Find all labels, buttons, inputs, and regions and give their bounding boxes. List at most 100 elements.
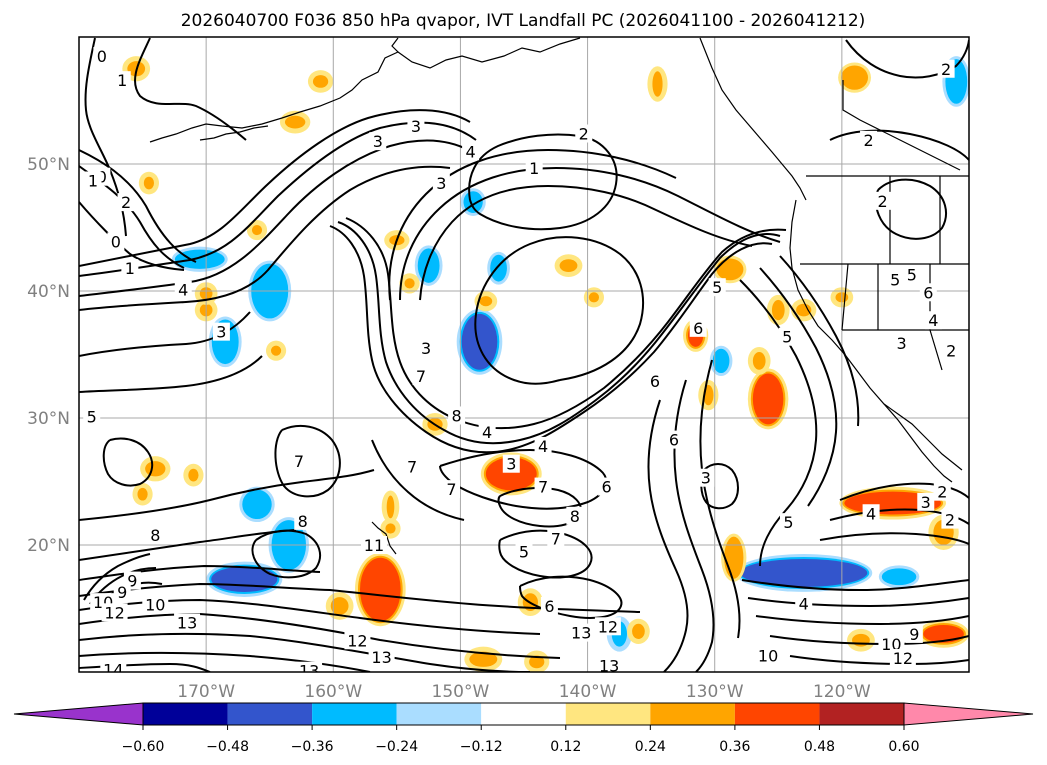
shaded-region-core bbox=[188, 468, 199, 482]
contour-label: 4 bbox=[928, 311, 938, 330]
shaded-region-core bbox=[752, 373, 784, 425]
contour-label-bg bbox=[534, 477, 552, 496]
shaded-region-core bbox=[652, 71, 663, 97]
colorbar-tick-label: 0.12 bbox=[550, 739, 581, 755]
contour-label-bg bbox=[708, 278, 726, 297]
colorbar-segment bbox=[819, 703, 904, 725]
contour-label-bg bbox=[290, 452, 308, 471]
contour-label: 3 bbox=[506, 455, 516, 474]
contour-label: 6 bbox=[650, 372, 660, 391]
shaded-region bbox=[265, 340, 287, 361]
colorbar-segment bbox=[481, 703, 566, 725]
shaded-region-core bbox=[137, 487, 148, 501]
gulf-alaska-coast bbox=[397, 37, 581, 69]
contour-label-bg bbox=[860, 130, 878, 149]
contour-label: 4 bbox=[799, 594, 809, 613]
colorbar-tick-label: −0.12 bbox=[460, 739, 503, 755]
contour-label-bg bbox=[889, 649, 916, 668]
contour-label: 7 bbox=[416, 367, 426, 386]
contour-label-bg bbox=[941, 510, 959, 529]
contour-label-bg bbox=[646, 372, 664, 391]
contour-label-bg bbox=[697, 468, 715, 487]
contour-label: 2 bbox=[877, 192, 887, 211]
contour-label: 12 bbox=[347, 631, 367, 650]
shaded-region bbox=[456, 308, 503, 375]
shaded-region-core bbox=[143, 176, 155, 190]
contour-label-bg bbox=[174, 613, 201, 632]
contour-label: 7 bbox=[551, 530, 561, 549]
shaded-region bbox=[847, 628, 875, 652]
x-tick-label: 170°W bbox=[177, 682, 235, 702]
colorbar-tick-label: 0.36 bbox=[719, 739, 750, 755]
shaded-region bbox=[183, 463, 204, 487]
x-tick-label: 120°W bbox=[813, 682, 871, 702]
colorbar: −0.60 −0.48 −0.36 −0.24 −0.12 0.12 0.24 0.36 0.4… bbox=[13, 702, 1034, 755]
shaded-region-core bbox=[419, 250, 438, 281]
shaded-region bbox=[171, 246, 228, 272]
shaded-region-core bbox=[176, 251, 223, 267]
contour-label: 4 bbox=[538, 437, 548, 456]
hawaii-islands bbox=[371, 521, 397, 555]
contour-label: 13 bbox=[571, 624, 591, 643]
shaded-region-core bbox=[559, 259, 578, 272]
contour-label-bg bbox=[101, 603, 128, 622]
contour-label-bg bbox=[779, 513, 797, 532]
shaded-region-core bbox=[883, 570, 915, 584]
contour-label: 6 bbox=[602, 478, 612, 497]
map-frame bbox=[78, 36, 970, 673]
contour-label-bg bbox=[93, 47, 111, 66]
contour-label-bg bbox=[575, 124, 593, 143]
contour-label-bg bbox=[344, 631, 371, 650]
contour-label-bg bbox=[905, 624, 923, 643]
contour-label: 4 bbox=[866, 504, 876, 523]
contour-label-bg bbox=[862, 504, 880, 523]
contour-label: 8 bbox=[452, 406, 462, 425]
shaded-region bbox=[747, 368, 789, 430]
shaded-region-core bbox=[270, 345, 282, 356]
shaded-region-core bbox=[796, 303, 812, 317]
colorbar-tick-label: −0.24 bbox=[375, 739, 418, 755]
y-tick-label: 50°N bbox=[27, 155, 70, 175]
contour-label-bg bbox=[594, 617, 621, 636]
contour-label: 2 bbox=[121, 193, 131, 212]
contour-label: 11 bbox=[364, 536, 384, 555]
contour-label: 4 bbox=[482, 423, 492, 442]
contour-label-bg bbox=[924, 311, 942, 330]
shaded-region bbox=[381, 490, 400, 524]
contour-label: 3 bbox=[701, 469, 711, 488]
colorbar-tick-label: −0.48 bbox=[206, 739, 249, 755]
contour-label-bg bbox=[598, 477, 616, 496]
contour-label: 10 bbox=[145, 596, 165, 615]
colorbar-segment bbox=[227, 703, 313, 725]
contour-label-bg bbox=[933, 482, 951, 501]
shaded-region-core bbox=[244, 491, 270, 518]
contour-label-bg bbox=[942, 341, 960, 360]
contour-label-bg bbox=[886, 270, 904, 289]
colorbar-segment bbox=[734, 703, 820, 725]
contour-label: 13 bbox=[299, 662, 319, 681]
shaded-region-core bbox=[469, 651, 498, 667]
contour-label: 6 bbox=[544, 597, 554, 616]
contour-label: 1 bbox=[88, 172, 98, 191]
x-tick-label: 160°W bbox=[304, 682, 362, 702]
contour-label: 3 bbox=[216, 323, 226, 342]
contour-label-bg bbox=[432, 174, 450, 193]
contour-label: 5 bbox=[519, 542, 529, 561]
contour-label: 3 bbox=[411, 117, 421, 136]
colorbar-extend-low bbox=[13, 702, 144, 726]
shaded-region bbox=[132, 482, 153, 506]
contour-label: 3 bbox=[897, 334, 907, 353]
contour-label: 5 bbox=[712, 278, 722, 297]
contour-label: 0 bbox=[97, 168, 107, 187]
contour-label: 4 bbox=[466, 142, 476, 161]
contour-label: 12 bbox=[104, 603, 124, 622]
colorbar-segment bbox=[650, 703, 735, 725]
contour-label-bg bbox=[146, 525, 164, 544]
contour-label: 7 bbox=[407, 457, 417, 476]
contour-label-bg bbox=[568, 623, 595, 642]
shaded-region bbox=[399, 273, 420, 294]
contour-label-bg bbox=[174, 280, 192, 299]
colorbar-tick-label: −0.60 bbox=[122, 739, 165, 755]
